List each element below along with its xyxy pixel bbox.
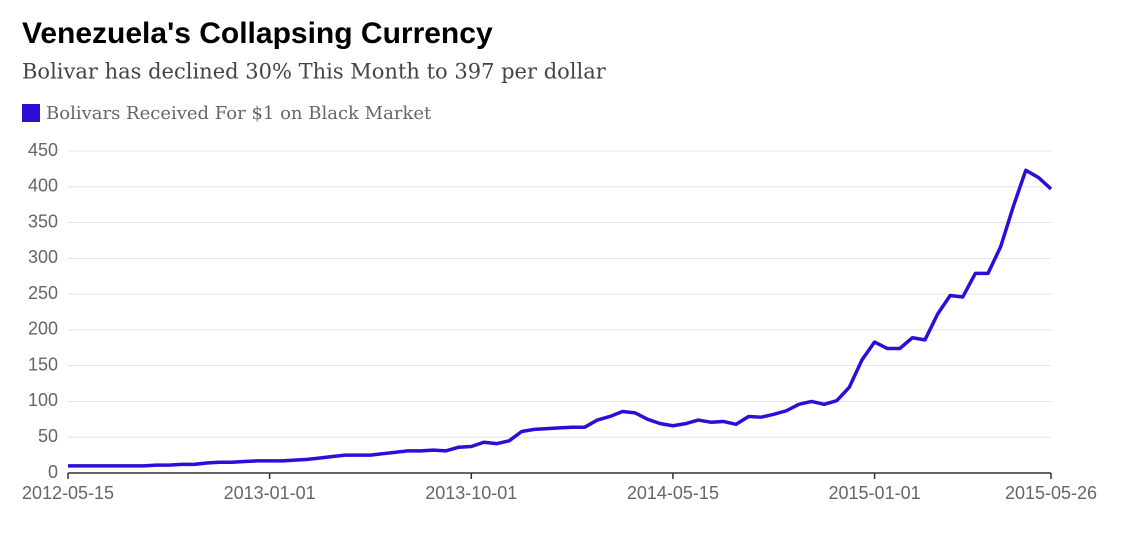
chart-subtitle: Bolivar has declined 30% This Month to 3…: [22, 60, 607, 84]
x-tick-label: 2014-05-15: [627, 483, 719, 503]
x-tick-label: 2015-01-01: [829, 483, 921, 503]
x-tick-label: 2013-10-01: [425, 483, 517, 503]
chart-title: Venezuela's Collapsing Currency: [22, 17, 493, 50]
series-line: [68, 168, 1053, 468]
y-tick-label: 400: [28, 176, 58, 196]
legend-label: Bolivars Received For $1 on Black Market: [46, 103, 432, 124]
y-tick-label: 200: [28, 319, 58, 339]
y-tick-label: 450: [28, 140, 58, 160]
x-tick-label: 2012-05-15: [22, 483, 114, 503]
x-tick-label: 2013-01-01: [224, 483, 316, 503]
y-tick-label: 50: [38, 426, 58, 446]
y-tick-label: 0: [48, 462, 58, 482]
legend-swatch: [22, 104, 40, 122]
y-tick-label: 350: [28, 211, 58, 231]
y-tick-label: 250: [28, 283, 58, 303]
y-tick-label: 300: [28, 247, 58, 267]
y-tick-label: 100: [28, 390, 58, 410]
x-tick-label: 2015-05-26: [1005, 483, 1097, 503]
y-tick-label: 150: [28, 354, 58, 374]
